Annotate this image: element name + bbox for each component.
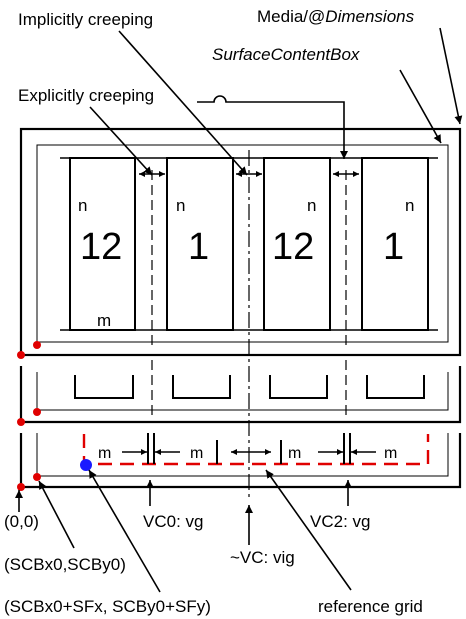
margin-label-4: m <box>384 445 397 462</box>
page-1-bottom-label: m <box>97 311 111 330</box>
sf-origin-dot <box>80 459 92 471</box>
vc-tilde-label: ~VC: vig <box>230 548 295 567</box>
media-origin-dot-2 <box>17 418 25 426</box>
page-2-number: 1 <box>188 226 209 268</box>
explicitly-creeping-leader <box>89 106 153 176</box>
scb-origin-dot-3 <box>33 473 41 481</box>
explicitly-creeping-label: Explicitly creeping <box>18 86 154 105</box>
reference-grid-leader <box>265 469 352 591</box>
page-2-top-label: n <box>176 196 185 215</box>
surface-content-box-sheet-3 <box>36 433 449 477</box>
page-3-number: 12 <box>272 226 314 268</box>
media-box-sheet-1 <box>19 127 462 357</box>
reference-grid-label: reference grid <box>318 597 423 616</box>
media-prefix: Media/@ <box>257 7 325 26</box>
vc0-label: VC0: vg <box>143 512 203 531</box>
media-box-sheet-2 <box>19 366 462 424</box>
surface-content-box-sheet-1 <box>36 144 449 343</box>
reference-grid-line <box>82 434 430 466</box>
media-origin-dot-3 <box>17 483 25 491</box>
surface-content-box-leader <box>399 69 442 144</box>
media-dimensions-word: Dimensions <box>325 7 414 26</box>
scb-origin-dot-2 <box>33 408 41 416</box>
explicitly-creeping-leader-2 <box>197 95 348 159</box>
sf-origin-leader <box>88 469 161 593</box>
media-dimensions-label: Media/@Dimensions <box>257 7 415 26</box>
surface-content-box-label: SurfaceContentBox <box>212 45 360 64</box>
page-1-top-label: n <box>78 196 87 215</box>
vc2-label: VC2: vg <box>310 512 370 531</box>
media-box-sheet-3 <box>19 433 462 489</box>
surface-content-box-sheet-2 <box>36 372 449 411</box>
implicitly-creeping-label: Implicitly creeping <box>18 10 153 29</box>
scb-origin-dot-1 <box>33 341 41 349</box>
scb-origin-label: (SCBx0,SCBy0) <box>4 555 126 574</box>
page-1-number: 12 <box>80 226 122 268</box>
media-dimensions-leader <box>439 27 463 125</box>
scb-origin-leader <box>38 480 75 549</box>
implicitly-creeping-leader <box>118 30 248 176</box>
sheet-2-page-4 <box>366 375 425 399</box>
sheet-2-page-3 <box>269 375 328 399</box>
sheet-2-page-2 <box>172 375 231 399</box>
origin-label: (0,0) <box>4 512 39 531</box>
sheet-2-page-1 <box>74 375 134 399</box>
page-4-number: 1 <box>383 226 404 268</box>
margin-label-2: m <box>190 445 203 462</box>
media-origin-dot-1 <box>17 351 25 359</box>
page-3-top-label: n <box>307 196 316 215</box>
page-4-top-label: n <box>405 196 414 215</box>
margin-label-3: m <box>288 445 301 462</box>
margin-label-1: m <box>98 445 111 462</box>
scb-offset-label: (SCBx0+SFx, SCBy0+SFy) <box>4 597 211 616</box>
